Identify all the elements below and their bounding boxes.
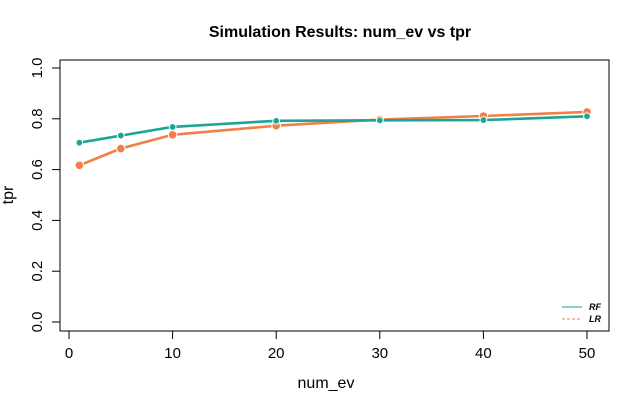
x-tick-label: 20 bbox=[268, 345, 285, 362]
y-tick-label: 0.4 bbox=[29, 210, 46, 231]
y-tick-label: 1.0 bbox=[29, 58, 46, 79]
point-rf bbox=[75, 138, 84, 147]
plot-frame bbox=[59, 59, 610, 332]
point-rf bbox=[479, 116, 488, 124]
y-axis: 0.0 0.2 0.4 0.6 0.8 1.0 bbox=[29, 58, 61, 333]
point-rf bbox=[583, 112, 591, 121]
x-tick-label: 30 bbox=[371, 345, 388, 362]
x-axis-label: num_ev bbox=[298, 375, 355, 392]
point-lr bbox=[116, 143, 126, 154]
legend-label-rf: RF bbox=[589, 302, 601, 312]
point-rf bbox=[375, 116, 384, 125]
x-axis: 0 10 20 30 40 50 bbox=[65, 330, 596, 362]
y-tick-label: 0.2 bbox=[29, 261, 46, 282]
series-layer bbox=[74, 107, 592, 171]
x-tick-label: 10 bbox=[164, 345, 181, 362]
point-lr bbox=[167, 130, 178, 140]
point-rf bbox=[116, 131, 125, 140]
point-rf bbox=[168, 123, 177, 131]
x-tick-label: 50 bbox=[579, 345, 596, 362]
point-lr bbox=[74, 160, 85, 171]
legend: RF LR bbox=[562, 302, 601, 324]
chart-title: Simulation Results: num_ev vs tpr bbox=[209, 24, 471, 41]
point-rf bbox=[272, 116, 281, 125]
y-axis-label: tpr bbox=[0, 185, 17, 204]
legend-label-lr: LR bbox=[589, 314, 601, 324]
x-tick-label: 0 bbox=[65, 345, 73, 362]
y-tick-label: 0.8 bbox=[29, 108, 46, 129]
y-tick-label: 0.6 bbox=[29, 159, 46, 180]
x-tick-label: 40 bbox=[475, 345, 492, 362]
y-tick-label: 0.0 bbox=[29, 312, 46, 333]
